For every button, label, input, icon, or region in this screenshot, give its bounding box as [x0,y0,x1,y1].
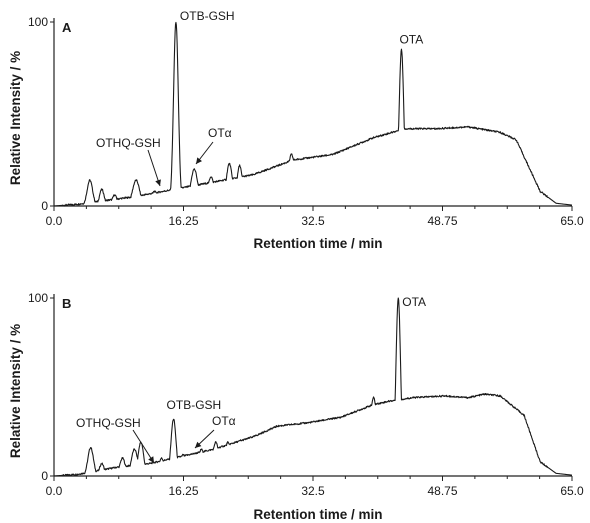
chart0-y-tick-label: 0 [41,199,48,213]
chart0-label-otb-gsh: OTB-GSH [180,9,235,23]
chart1-x-tick-label: 65.0 [560,484,584,498]
chart0-x-axis-title: Retention time / min [253,236,382,251]
chart0-arrowhead-othq-gsh [155,179,161,186]
chart0-y-axis-title: Relative Intensity / % [8,51,23,185]
chart1-y-tick-label: 100 [28,291,48,305]
chart1-label-ot: OTα [212,414,236,428]
chart0-x-tick-label: 0.0 [46,214,63,228]
chart0-arrowhead-ot [196,157,202,164]
chart1-label-otb-gsh: OTB-GSH [167,398,222,412]
chart0-label-ota: OTA [399,33,423,47]
chart1-arrow-othq-gsh [132,429,155,464]
chart1-label-othq-gsh: OTHQ-GSH [76,416,141,430]
chart0-x-tick-label: 48.75 [427,214,457,228]
chart1-panel-label: B [62,296,71,311]
chart1-arrowhead-othq-gsh [148,456,154,463]
chart1-x-tick-label: 48.75 [427,484,457,498]
chart1-x-tick-label: 32.5 [301,484,325,498]
chart0-label-othq-gsh: OTHQ-GSH [96,136,161,150]
chart1-label-ota: OTA [402,295,426,309]
chart0-series-line [53,21,573,207]
chart1-x-axis-title: Retention time / min [253,507,382,522]
chart0-x-tick-label: 16.25 [168,214,198,228]
chart1-x-tick-label: 0.0 [46,484,63,498]
chart0-x-tick-label: 65.0 [560,214,584,228]
chart1-series-line [53,297,573,477]
chart1-y-tick-label: 0 [41,469,48,483]
chart0-panel-label: A [62,20,72,35]
chart0-x-tick-label: 32.5 [301,214,325,228]
chart1-x-tick-label: 16.25 [168,484,198,498]
chart1-arrowhead-ot [195,441,202,448]
chart0-y-tick-label: 100 [28,15,48,29]
chart0-label-ot: OTα [208,126,232,140]
chart0-arrow-othq-gsh [147,149,161,187]
chart1-y-axis-title: Relative Intensity / % [8,324,23,458]
